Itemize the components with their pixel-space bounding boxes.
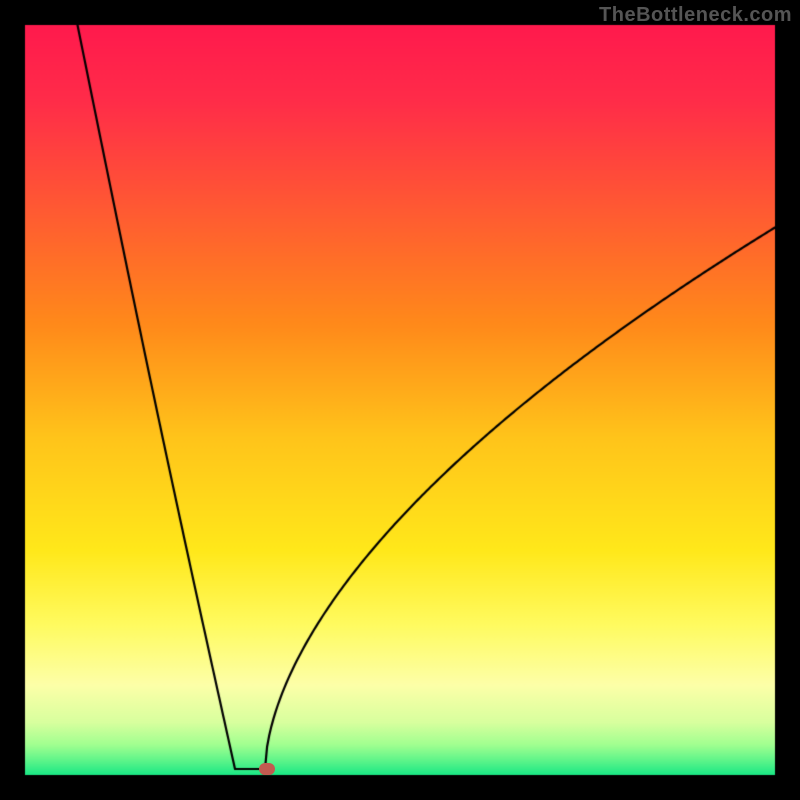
optimal-point-marker [259, 763, 275, 775]
chart-container: TheBottleneck.com [0, 0, 800, 800]
watermark-text: TheBottleneck.com [599, 4, 792, 27]
bottleneck-gradient-chart [0, 0, 800, 800]
